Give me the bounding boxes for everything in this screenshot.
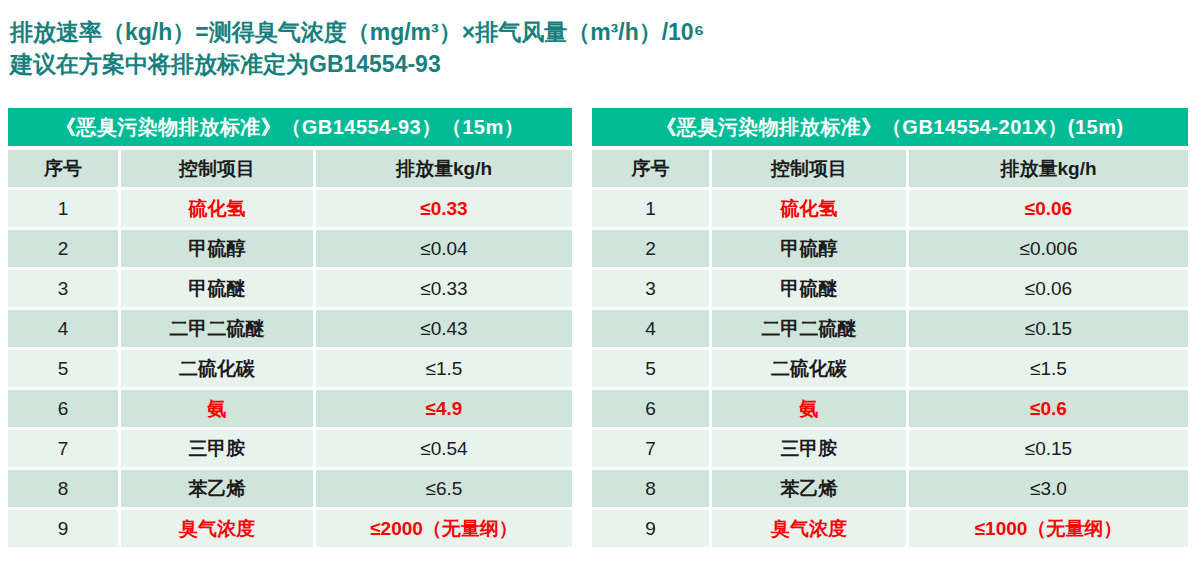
row-number-cell: 6 xyxy=(592,390,709,427)
row-number-cell: 1 xyxy=(592,190,709,227)
item-cell: 硫化氢 xyxy=(712,190,906,227)
table-title-bar: 《恶臭污染物排放标准》（GB14554-93）（15m） xyxy=(8,108,572,146)
column-header-value: 排放量kg/h xyxy=(316,150,572,187)
intro-text-block: 排放速率（kg/h）=测得臭气浓度（mg/m³）×排气风量（m³/h）/10⁶ … xyxy=(10,16,704,80)
value-cell: ≤0.33 xyxy=(316,190,572,227)
item-cell: 苯乙烯 xyxy=(712,470,906,507)
value-cell: ≤0.6 xyxy=(909,390,1188,427)
row-number-cell: 9 xyxy=(592,510,709,547)
column-header-value: 排放量kg/h xyxy=(909,150,1188,187)
value-cell: ≤0.04 xyxy=(316,230,572,267)
value-cell: ≤0.06 xyxy=(909,270,1188,307)
item-cell: 甲硫醚 xyxy=(121,270,313,307)
column-header-item: 控制项目 xyxy=(712,150,906,187)
value-cell: ≤0.33 xyxy=(316,270,572,307)
column-header-no: 序号 xyxy=(8,150,118,187)
standard-table-gb14554-201x: 《恶臭污染物排放标准》（GB14554-201X）(15m) 序号 控制项目 排… xyxy=(592,108,1188,547)
row-number-cell: 4 xyxy=(8,310,118,347)
value-cell: ≤0.006 xyxy=(909,230,1188,267)
row-number-cell: 8 xyxy=(8,470,118,507)
item-cell: 甲硫醚 xyxy=(712,270,906,307)
item-cell: 苯乙烯 xyxy=(121,470,313,507)
value-cell: ≤6.5 xyxy=(316,470,572,507)
row-number-cell: 8 xyxy=(592,470,709,507)
row-number-cell: 2 xyxy=(8,230,118,267)
table-grid: 序号 控制项目 排放量kg/h 1 硫化氢 ≤0.33 2 甲硫醇 ≤0.04 … xyxy=(8,150,572,547)
value-cell: ≤0.15 xyxy=(909,310,1188,347)
table-title-bar: 《恶臭污染物排放标准》（GB14554-201X）(15m) xyxy=(592,108,1188,146)
item-cell: 氨 xyxy=(712,390,906,427)
item-cell: 臭气浓度 xyxy=(121,510,313,547)
value-cell: ≤0.15 xyxy=(909,430,1188,467)
item-cell: 氨 xyxy=(121,390,313,427)
row-number-cell: 1 xyxy=(8,190,118,227)
row-number-cell: 7 xyxy=(8,430,118,467)
recommendation-line: 建议在方案中将排放标准定为GB14554-93 xyxy=(10,48,704,80)
value-cell: ≤1.5 xyxy=(316,350,572,387)
item-cell: 二甲二硫醚 xyxy=(121,310,313,347)
row-number-cell: 2 xyxy=(592,230,709,267)
value-cell: ≤1000（无量纲） xyxy=(909,510,1188,547)
value-cell: ≤4.9 xyxy=(316,390,572,427)
item-cell: 三甲胺 xyxy=(712,430,906,467)
standard-table-gb14554-93: 《恶臭污染物排放标准》（GB14554-93）（15m） 序号 控制项目 排放量… xyxy=(8,108,572,547)
item-cell: 甲硫醇 xyxy=(712,230,906,267)
table-grid: 序号 控制项目 排放量kg/h 1 硫化氢 ≤0.06 2 甲硫醇 ≤0.006… xyxy=(592,150,1188,547)
row-number-cell: 4 xyxy=(592,310,709,347)
item-cell: 三甲胺 xyxy=(121,430,313,467)
item-cell: 硫化氢 xyxy=(121,190,313,227)
row-number-cell: 5 xyxy=(8,350,118,387)
row-number-cell: 3 xyxy=(592,270,709,307)
value-cell: ≤0.06 xyxy=(909,190,1188,227)
row-number-cell: 5 xyxy=(592,350,709,387)
item-cell: 二甲二硫醚 xyxy=(712,310,906,347)
column-header-no: 序号 xyxy=(592,150,709,187)
row-number-cell: 6 xyxy=(8,390,118,427)
value-cell: ≤0.43 xyxy=(316,310,572,347)
item-cell: 甲硫醇 xyxy=(121,230,313,267)
row-number-cell: 7 xyxy=(592,430,709,467)
formula-line: 排放速率（kg/h）=测得臭气浓度（mg/m³）×排气风量（m³/h）/10⁶ xyxy=(10,16,704,48)
item-cell: 臭气浓度 xyxy=(712,510,906,547)
value-cell: ≤0.54 xyxy=(316,430,572,467)
item-cell: 二硫化碳 xyxy=(121,350,313,387)
item-cell: 二硫化碳 xyxy=(712,350,906,387)
column-header-item: 控制项目 xyxy=(121,150,313,187)
row-number-cell: 3 xyxy=(8,270,118,307)
standards-tables-container: 《恶臭污染物排放标准》（GB14554-93）（15m） 序号 控制项目 排放量… xyxy=(8,108,1188,547)
row-number-cell: 9 xyxy=(8,510,118,547)
value-cell: ≤1.5 xyxy=(909,350,1188,387)
value-cell: ≤3.0 xyxy=(909,470,1188,507)
value-cell: ≤2000（无量纲） xyxy=(316,510,572,547)
